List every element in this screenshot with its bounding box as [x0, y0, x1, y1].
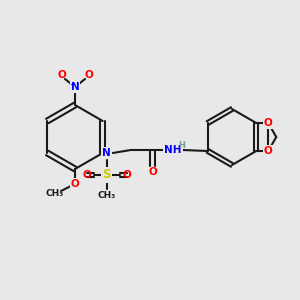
Text: CH₃: CH₃: [98, 190, 116, 200]
Text: O: O: [85, 70, 93, 80]
Text: N: N: [70, 82, 80, 92]
Text: N: N: [102, 148, 111, 158]
Text: O: O: [148, 167, 157, 177]
Text: O: O: [122, 170, 131, 180]
Text: O: O: [264, 146, 273, 156]
Text: S: S: [103, 169, 111, 182]
Text: H: H: [178, 140, 185, 149]
Text: NH: NH: [164, 145, 182, 155]
Text: O: O: [70, 179, 80, 189]
Text: O: O: [264, 118, 273, 128]
Text: O: O: [82, 170, 91, 180]
Text: +: +: [70, 82, 75, 87]
Text: O: O: [58, 70, 66, 80]
Text: CH₃: CH₃: [46, 190, 64, 199]
